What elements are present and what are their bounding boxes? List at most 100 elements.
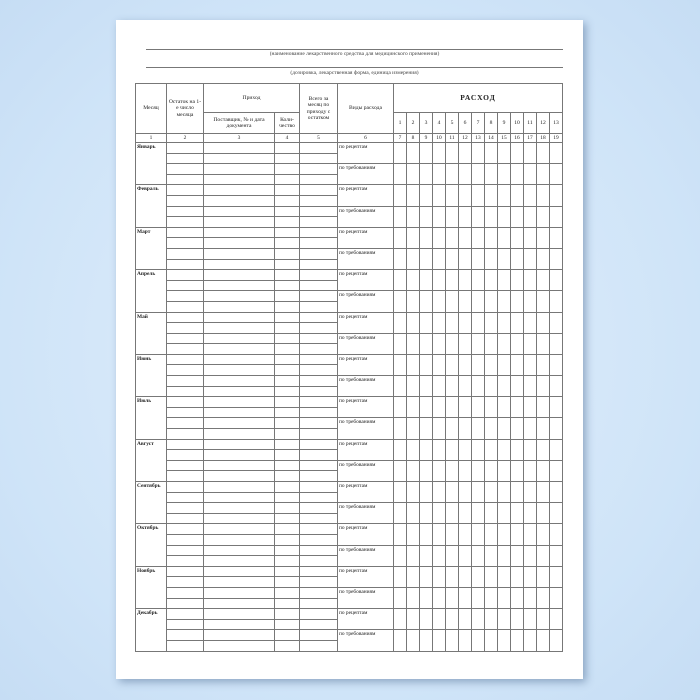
expense-cell[interactable]	[510, 396, 524, 419]
total-cell[interactable]	[299, 502, 338, 514]
expense-cell[interactable]	[549, 269, 563, 292]
expense-cell[interactable]	[458, 417, 472, 440]
total-cell[interactable]	[299, 565, 338, 578]
expense-cell[interactable]	[510, 565, 524, 588]
expense-cell[interactable]	[419, 226, 433, 249]
total-cell[interactable]	[299, 237, 338, 249]
expense-cell[interactable]	[458, 353, 472, 377]
qty-cell[interactable]	[274, 597, 300, 610]
expense-cell[interactable]	[432, 544, 446, 567]
balance-cell[interactable]	[166, 152, 204, 165]
expense-cell[interactable]	[458, 629, 472, 652]
supplier-cell[interactable]	[203, 205, 275, 218]
expense-cell[interactable]	[549, 523, 563, 546]
expense-cell[interactable]	[419, 396, 433, 419]
expense-cell[interactable]	[484, 205, 498, 228]
total-cell[interactable]	[299, 459, 338, 472]
supplier-cell[interactable]	[203, 491, 275, 504]
supplier-cell[interactable]	[203, 523, 275, 535]
expense-cell[interactable]	[445, 290, 459, 313]
expense-cell[interactable]	[510, 311, 524, 334]
expense-cell[interactable]	[471, 163, 485, 186]
balance-cell[interactable]	[166, 449, 204, 461]
balance-cell[interactable]	[166, 375, 204, 387]
expense-cell[interactable]	[523, 332, 537, 355]
supplier-cell[interactable]	[203, 152, 275, 165]
expense-cell[interactable]	[536, 629, 550, 652]
qty-cell[interactable]	[274, 216, 300, 228]
expense-cell[interactable]	[523, 269, 537, 292]
total-cell[interactable]	[299, 194, 338, 207]
supplier-cell[interactable]	[203, 417, 275, 430]
qty-cell[interactable]	[274, 322, 300, 334]
expense-cell[interactable]	[484, 608, 498, 631]
supplier-cell[interactable]	[203, 406, 275, 419]
expense-cell[interactable]	[406, 269, 420, 292]
expense-cell[interactable]	[458, 480, 472, 504]
expense-cell[interactable]	[432, 332, 446, 355]
expense-cell[interactable]	[549, 141, 563, 165]
expense-cell[interactable]	[471, 184, 485, 207]
expense-cell[interactable]	[445, 438, 459, 461]
balance-cell[interactable]	[166, 459, 204, 472]
supplier-cell[interactable]	[203, 544, 275, 557]
qty-cell[interactable]	[274, 406, 300, 419]
qty-cell[interactable]	[274, 385, 300, 398]
expense-cell[interactable]	[510, 184, 524, 207]
expense-cell[interactable]	[445, 353, 459, 377]
supplier-cell[interactable]	[203, 565, 275, 578]
expense-cell[interactable]	[484, 163, 498, 186]
total-cell[interactable]	[299, 406, 338, 419]
expense-cell[interactable]	[445, 480, 459, 504]
total-cell[interactable]	[299, 290, 338, 302]
expense-cell[interactable]	[445, 311, 459, 334]
expense-cell[interactable]	[497, 375, 511, 398]
balance-cell[interactable]	[166, 491, 204, 504]
expense-cell[interactable]	[432, 311, 446, 334]
expense-cell[interactable]	[536, 141, 550, 165]
expense-cell[interactable]	[419, 629, 433, 652]
balance-cell[interactable]	[166, 332, 204, 345]
balance-cell[interactable]	[166, 237, 204, 249]
balance-cell[interactable]	[166, 544, 204, 557]
expense-cell[interactable]	[419, 459, 433, 483]
total-cell[interactable]	[299, 364, 338, 377]
expense-cell[interactable]	[432, 141, 446, 165]
qty-cell[interactable]	[274, 226, 300, 239]
expense-cell[interactable]	[471, 502, 485, 525]
expense-cell[interactable]	[497, 480, 511, 504]
expense-cell[interactable]	[497, 565, 511, 588]
expense-cell[interactable]	[536, 332, 550, 355]
expense-cell[interactable]	[419, 586, 433, 610]
total-cell[interactable]	[299, 322, 338, 334]
expense-cell[interactable]	[471, 141, 485, 165]
supplier-cell[interactable]	[203, 608, 275, 620]
total-cell[interactable]	[299, 523, 338, 535]
expense-cell[interactable]	[458, 184, 472, 207]
expense-cell[interactable]	[458, 459, 472, 483]
expense-cell[interactable]	[510, 438, 524, 461]
expense-cell[interactable]	[406, 247, 420, 271]
supplier-cell[interactable]	[203, 428, 275, 440]
expense-cell[interactable]	[393, 375, 407, 398]
qty-cell[interactable]	[274, 142, 300, 154]
qty-cell[interactable]	[274, 438, 300, 451]
expense-cell[interactable]	[510, 523, 524, 546]
expense-cell[interactable]	[549, 438, 563, 461]
expense-cell[interactable]	[458, 565, 472, 588]
qty-cell[interactable]	[274, 290, 300, 302]
expense-cell[interactable]	[484, 226, 498, 249]
expense-cell[interactable]	[445, 141, 459, 165]
expense-cell[interactable]	[536, 226, 550, 249]
balance-cell[interactable]	[166, 576, 204, 588]
supplier-cell[interactable]	[203, 311, 275, 324]
expense-cell[interactable]	[536, 417, 550, 440]
expense-cell[interactable]	[510, 502, 524, 525]
expense-cell[interactable]	[484, 544, 498, 567]
expense-cell[interactable]	[484, 629, 498, 652]
total-cell[interactable]	[299, 226, 338, 239]
qty-cell[interactable]	[274, 618, 300, 631]
supplier-cell[interactable]	[203, 502, 275, 514]
expense-cell[interactable]	[497, 417, 511, 440]
expense-cell[interactable]	[497, 502, 511, 525]
